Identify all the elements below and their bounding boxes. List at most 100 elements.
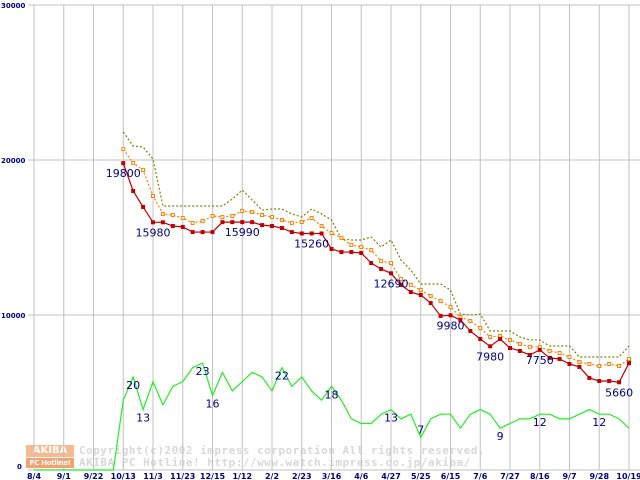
x-tick-label: 10/13 — [111, 472, 136, 480]
avg-point — [240, 208, 245, 213]
min-point — [567, 361, 572, 366]
avg-point — [418, 288, 423, 293]
min-point — [508, 346, 512, 351]
min-point — [210, 230, 215, 235]
min-point — [141, 204, 146, 209]
count-data-label: 13 — [384, 412, 398, 425]
avg-point — [408, 282, 413, 287]
min-point — [369, 261, 374, 266]
copyright-watermark: Copyright(c)2002 impress corporation All… — [79, 444, 485, 457]
min-point — [339, 250, 344, 255]
x-tick-label: 7/27 — [500, 472, 520, 480]
avg-point — [369, 248, 374, 253]
min-point — [478, 337, 483, 342]
min-point — [151, 220, 155, 225]
x-tick-label: 9/28 — [589, 472, 609, 480]
count-data-label: 12 — [533, 416, 547, 429]
avg-point — [567, 355, 572, 360]
count-data-label: 13 — [136, 412, 150, 425]
min-point — [359, 251, 364, 255]
avg-point — [617, 363, 622, 368]
y-tick-label: 10000 — [1, 312, 25, 320]
avg-point — [309, 215, 314, 220]
avg-point — [141, 168, 146, 173]
count-data-label: 22 — [275, 370, 289, 383]
min-point — [349, 250, 354, 255]
min-point — [527, 352, 532, 357]
avg-point — [279, 217, 284, 222]
avg-point — [448, 304, 453, 309]
avg-point — [270, 215, 274, 220]
price-data-label: 19800 — [106, 167, 141, 180]
x-tick-label: 11/23 — [170, 472, 195, 480]
avg-point — [597, 363, 602, 368]
price-data-label: 12690 — [374, 277, 409, 290]
avg-point — [577, 359, 582, 364]
min-point — [220, 220, 225, 225]
min-point — [458, 317, 463, 322]
min-point — [597, 379, 602, 384]
avg-point — [160, 211, 165, 216]
min-point — [289, 230, 294, 235]
min-point — [577, 364, 582, 369]
min-point — [180, 224, 185, 229]
avg-point — [170, 213, 175, 218]
avg-point — [557, 350, 562, 355]
min-price-line — [122, 162, 630, 383]
avg-point — [587, 361, 592, 366]
avg-point — [389, 261, 393, 266]
avg-price-line — [122, 148, 630, 367]
avg-point — [349, 242, 354, 247]
min-point — [557, 357, 562, 362]
avg-point — [151, 193, 155, 198]
min-point — [617, 380, 622, 385]
avg-point — [329, 231, 334, 236]
avg-point — [131, 161, 136, 166]
max-price-line — [122, 131, 630, 358]
avg-point — [299, 220, 304, 224]
avg-point — [508, 337, 512, 342]
min-point — [418, 293, 423, 298]
count-data-label: 12 — [592, 416, 606, 429]
min-point — [428, 301, 433, 306]
count-data-label: 16 — [206, 398, 220, 411]
avg-point — [289, 220, 294, 225]
price-data-label: 15980 — [136, 226, 171, 239]
x-tick-label: 10/19 — [616, 472, 640, 480]
avg-point — [398, 277, 403, 282]
price-data-label: 15990 — [225, 226, 260, 239]
avg-point — [468, 319, 473, 324]
price-data-label: 7980 — [476, 350, 504, 363]
min-point — [498, 337, 503, 342]
x-tick-label: 5/25 — [411, 472, 431, 480]
avg-point — [527, 344, 532, 349]
avg-point — [200, 219, 205, 224]
min-point — [448, 313, 453, 318]
count-data-label: 7 — [417, 423, 424, 436]
x-tick-label: 8/4 — [27, 472, 41, 480]
min-point — [160, 220, 165, 225]
avg-point — [428, 293, 433, 298]
min-point — [537, 347, 542, 352]
x-tick-label: 11/3 — [143, 472, 163, 480]
min-point — [190, 230, 195, 235]
x-tick-label: 6/15 — [441, 472, 461, 480]
min-point — [131, 189, 136, 193]
avg-point — [230, 213, 235, 218]
avg-point — [339, 235, 344, 240]
avg-point — [607, 361, 612, 366]
avg-point — [180, 215, 185, 220]
x-tick-label: 9/7 — [562, 472, 576, 480]
min-point — [547, 355, 552, 360]
count-data-label: 18 — [325, 388, 339, 401]
avg-point — [260, 213, 265, 218]
count-data-label: 23 — [196, 365, 210, 378]
min-point — [587, 375, 592, 380]
x-tick-label: 2/23 — [292, 472, 312, 480]
min-point — [170, 224, 175, 229]
pc-hotline-logo: PC Hotline! — [26, 458, 74, 468]
min-point — [240, 220, 245, 225]
avg-point — [220, 215, 225, 220]
